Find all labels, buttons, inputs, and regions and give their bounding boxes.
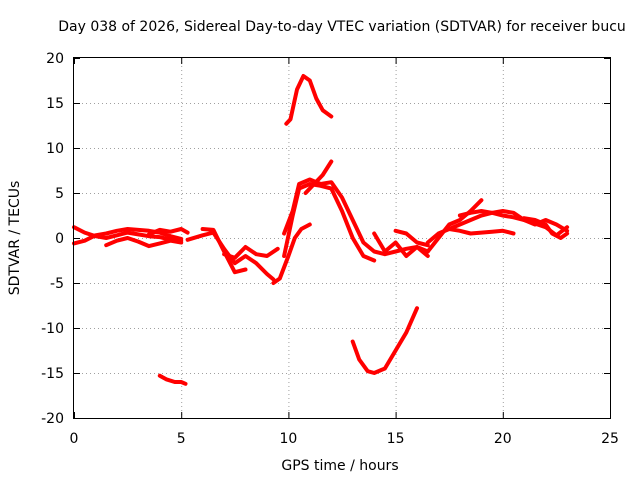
y-tick-label: 20: [46, 51, 64, 67]
y-tick-label: 5: [55, 186, 64, 202]
data-series: [72, 74, 570, 386]
plot-frame: [73, 57, 611, 419]
y-tick-label: -10: [41, 321, 64, 337]
y-axis-label: SDTVAR / TECUs: [7, 181, 23, 296]
x-tick-label: 5: [177, 431, 186, 447]
x-axis-label: GPS time / hours: [281, 458, 398, 474]
series-line-trace-21: [522, 216, 570, 240]
series-line-trace-19: [447, 209, 570, 233]
y-tick-label: -5: [50, 276, 64, 292]
y-tick-label: -20: [41, 411, 64, 427]
series-line-trace-13: [284, 74, 334, 126]
x-tick-label: 10: [279, 431, 297, 447]
x-tick-label: 25: [601, 431, 619, 447]
series-line-trace-16: [393, 228, 430, 248]
y-tick-label: 0: [55, 231, 64, 247]
chart-title: Day 038 of 2026, Sidereal Day-to-day VTE…: [58, 19, 626, 35]
series-line-trace-14: [350, 306, 419, 375]
x-axis-ticks: 0 5 10 15 20 25: [70, 58, 619, 447]
y-axis-ticks: -20 -15 -10 -5 0 5 10 15 20: [41, 51, 610, 427]
y-tick-label: 10: [46, 141, 64, 157]
series-line-trace-3: [104, 236, 184, 249]
series-line-trace-15: [372, 231, 430, 258]
series-line-trace-8: [222, 245, 280, 260]
series-line-trace-4: [147, 227, 190, 237]
series-line-trace-12: [303, 159, 334, 195]
series-line-trace-7: [200, 227, 248, 275]
series-line-trace-5: [157, 373, 188, 386]
x-tick-label: 20: [494, 431, 512, 447]
series-line-trace-9: [271, 222, 312, 285]
series-line-trace-2: [72, 227, 184, 246]
series-line-trace-18: [425, 198, 484, 254]
x-tick-label: 15: [387, 431, 405, 447]
y-tick-label: 15: [46, 96, 64, 112]
x-tick-label: 0: [70, 431, 79, 447]
y-tick-label: -15: [41, 366, 64, 382]
series-line-trace-6: [185, 230, 276, 282]
